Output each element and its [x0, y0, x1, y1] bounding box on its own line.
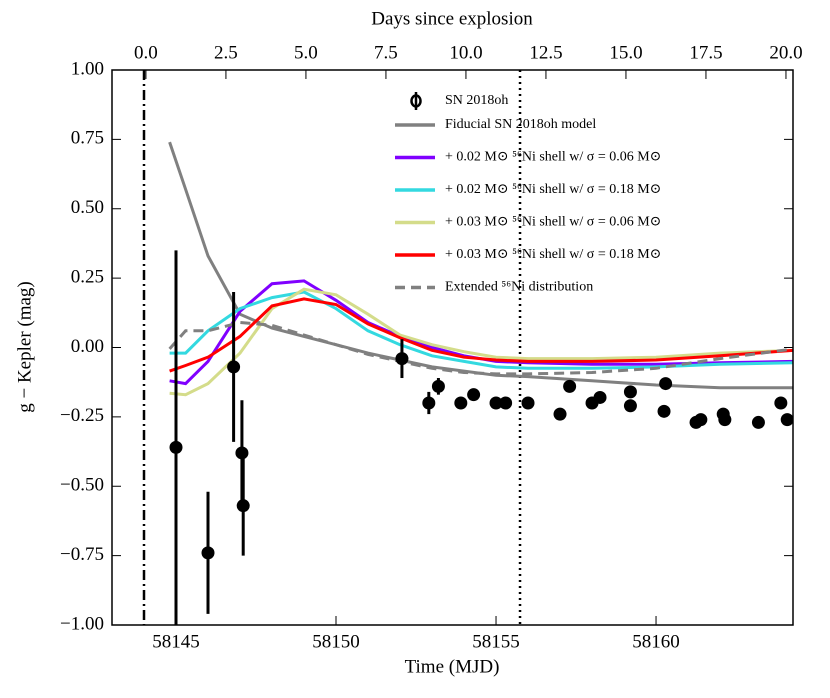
y-tick-label: −1.00: [60, 613, 104, 634]
data-point: [227, 360, 241, 374]
data-point: [657, 404, 671, 418]
y-tick-label: −0.50: [60, 475, 104, 496]
data-point: [395, 352, 409, 366]
x-tick-label: 58160: [632, 631, 680, 652]
model-line: [169, 287, 793, 397]
x2-tick-label: 17.5: [689, 42, 722, 63]
x2-tick-label: 12.5: [529, 42, 562, 63]
data-point: [169, 440, 183, 454]
data-point: [521, 396, 535, 410]
legend-label: Fiducial SN 2018oh model: [445, 117, 596, 132]
plot-area: [142, 70, 793, 625]
y-tick-label: 0.00: [71, 336, 104, 357]
data-point: [467, 388, 481, 402]
y-tick-label: −0.25: [60, 405, 104, 426]
y-tick-label: 0.75: [71, 128, 104, 149]
x2-tick-label: 15.0: [609, 42, 642, 63]
model-line: [169, 290, 793, 370]
data-point: [694, 413, 708, 427]
x-tick-label: 58145: [152, 631, 200, 652]
data-point: [780, 413, 793, 427]
model-line: [169, 297, 793, 373]
y-axis-label: g − Kepler (mag): [14, 281, 35, 413]
y-tick-label: 0.25: [71, 266, 104, 287]
y-tick-label: 1.00: [71, 58, 104, 79]
x-tick-label: 58150: [312, 631, 360, 652]
data-point: [489, 396, 503, 410]
data-point: [235, 446, 249, 460]
x-axis-label: Time (MJD): [405, 656, 500, 677]
data-point: [593, 390, 607, 404]
legend-marker: [410, 94, 422, 108]
data-point: [718, 413, 732, 427]
data-point: [431, 379, 445, 393]
x2-tick-label: 10.0: [449, 42, 482, 63]
legend-label: + 0.02 M⊙ ⁵⁶Ni shell w/ σ = 0.18 M⊙: [445, 182, 661, 197]
data-point: [623, 399, 637, 413]
model-line: [168, 141, 793, 390]
data-point: [454, 396, 468, 410]
x2-tick-label: 5.0: [294, 42, 318, 63]
data-point: [751, 415, 765, 429]
data-point: [236, 499, 250, 513]
data-point: [774, 396, 788, 410]
x2-axis-label: Days since explosion: [371, 8, 533, 29]
y-tick-label: 0.50: [71, 197, 104, 218]
x2-tick-label: 0.0: [134, 42, 158, 63]
x2-tick-label: 2.5: [214, 42, 238, 63]
data-point: [499, 396, 513, 410]
x2-tick-label: 20.0: [769, 42, 802, 63]
data-point: [659, 377, 673, 391]
data-point: [553, 407, 567, 421]
data-point: [422, 396, 436, 410]
y-tick-label: −0.75: [60, 544, 104, 565]
legend-label: + 0.03 M⊙ ⁵⁶Ni shell w/ σ = 0.06 M⊙: [445, 215, 661, 230]
data-point: [201, 546, 215, 560]
legend-label: SN 2018oh: [445, 93, 508, 108]
data-point: [623, 385, 637, 399]
legend-label: + 0.02 M⊙ ⁵⁶Ni shell w/ σ = 0.06 M⊙: [445, 150, 661, 165]
model-line: [169, 279, 793, 386]
legend-label: + 0.03 M⊙ ⁵⁶Ni shell w/ σ = 0.18 M⊙: [445, 247, 661, 262]
data-point: [563, 379, 577, 393]
x2-tick-label: 7.5: [374, 42, 398, 63]
x-tick-label: 58155: [472, 631, 520, 652]
legend-label: Extended ⁵⁶Ni distribution: [445, 280, 593, 295]
